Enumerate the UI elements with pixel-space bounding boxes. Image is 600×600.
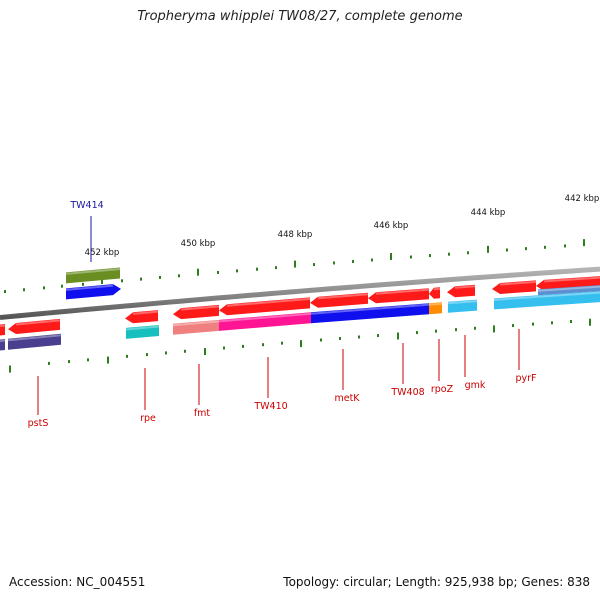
cds-arrow — [429, 287, 440, 299]
feature-steel-strip — [538, 285, 600, 296]
feature-block — [311, 307, 370, 324]
ruler-label: 444 kbp — [471, 208, 506, 218]
feature-highlight — [172, 320, 220, 327]
feature-block — [429, 302, 442, 315]
gene-label: pyrF — [515, 373, 536, 384]
ruler-label: 442 kbp — [565, 194, 600, 204]
feature-highlight — [537, 291, 600, 298]
feature-highlight — [375, 288, 430, 295]
feature-block — [370, 303, 429, 319]
feature-highlight — [454, 285, 476, 289]
gene-label: rpe — [140, 413, 156, 424]
cds-arrow — [219, 297, 310, 316]
gene-label: rpoZ — [431, 384, 454, 395]
feature-highlight — [65, 267, 121, 275]
cds-arrow — [447, 284, 475, 298]
cds-arrow — [368, 288, 429, 304]
ruler-label: 448 kbp — [278, 230, 313, 240]
accession-label: Accession: NC_004551 — [9, 575, 146, 589]
feature-highlight — [0, 339, 6, 343]
genome-summary-label: Topology: circular; Length: 925,938 bp; … — [283, 575, 590, 589]
feature-highlight — [15, 319, 61, 326]
feature-highlight — [537, 285, 600, 292]
feature-block — [0, 339, 5, 351]
feature-highlight — [493, 295, 539, 301]
feature-highlight — [369, 303, 430, 311]
ruler-label: 450 kbp — [181, 239, 216, 249]
feature-highlight — [132, 310, 159, 315]
feature-highlight — [7, 334, 62, 342]
cds-arrow — [173, 304, 219, 320]
feature-block — [8, 333, 61, 350]
feature-highlight — [543, 276, 600, 283]
gene-label: fmt — [194, 408, 211, 419]
feature-highlight — [428, 302, 443, 306]
gene-label: TW408 — [390, 387, 424, 398]
gene-label: gmk — [465, 380, 486, 391]
cds-arrow — [492, 280, 536, 294]
cds-arrow — [0, 324, 5, 336]
feature-highlight — [226, 297, 311, 307]
feature-block — [494, 295, 538, 310]
gene-label: TW414 — [69, 200, 103, 211]
feature-block — [538, 291, 600, 307]
ruler-label: 446 kbp — [374, 221, 409, 231]
cds-arrow — [8, 318, 60, 334]
gene-label: TW410 — [253, 401, 287, 412]
feature-highlight — [218, 312, 312, 323]
gene-label: pstS — [28, 418, 49, 429]
feature-highlight — [180, 305, 220, 311]
cds-arrow — [310, 292, 368, 308]
feature-block — [448, 299, 477, 313]
map-title: Tropheryma whipplei TW08/27, complete ge… — [137, 9, 463, 24]
ruler-label: 452 kbp — [85, 248, 120, 258]
feature-highlight — [499, 280, 537, 286]
feature-highlight — [317, 293, 369, 300]
feature-block — [126, 325, 159, 339]
genome-backbone — [0, 266, 600, 320]
feature-highlight — [310, 308, 371, 315]
feature-block — [173, 319, 219, 335]
feature-olive-block — [66, 267, 120, 284]
gene-label: metK — [334, 393, 360, 404]
feature-highlight — [447, 300, 478, 305]
cds-arrow — [125, 310, 158, 324]
feature-highlight — [65, 284, 114, 291]
feature-highlight — [125, 325, 160, 331]
feature-blue-arrow — [66, 284, 121, 300]
feature-block — [219, 312, 311, 331]
